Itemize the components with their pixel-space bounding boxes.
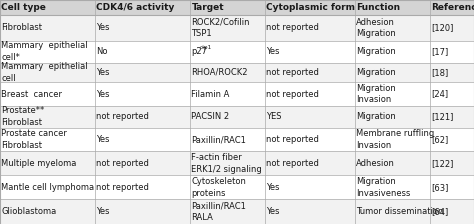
Text: Prostate**
Fibroblast: Prostate** Fibroblast	[1, 106, 45, 127]
Text: Target: Target	[191, 3, 224, 12]
Text: Multiple myeloma: Multiple myeloma	[1, 159, 77, 168]
Text: CDK4/6 activity: CDK4/6 activity	[96, 3, 175, 12]
Text: Reference: Reference	[431, 3, 474, 12]
Bar	[0, 199, 474, 224]
Text: Mantle cell lymphoma: Mantle cell lymphoma	[1, 183, 94, 192]
Text: not reported: not reported	[96, 159, 149, 168]
Text: Adhesion: Adhesion	[356, 159, 395, 168]
Text: No: No	[96, 47, 108, 56]
Text: Yes: Yes	[96, 207, 110, 216]
Bar	[0, 41, 474, 63]
Text: not reported: not reported	[266, 90, 319, 99]
Text: Cytoplasmic form: Cytoplasmic form	[266, 3, 356, 12]
Text: Yes: Yes	[266, 207, 280, 216]
Text: not reported: not reported	[266, 135, 319, 144]
Text: [62]: [62]	[431, 135, 449, 144]
Text: Migration: Migration	[356, 68, 396, 77]
Text: Migration: Migration	[356, 112, 396, 121]
Text: Mammary  epithelial
cell*: Mammary epithelial cell*	[1, 41, 88, 62]
Text: Function: Function	[356, 3, 401, 12]
Bar	[0, 175, 474, 199]
Bar	[0, 128, 474, 151]
Text: ROCK2/Cofilin
TSP1: ROCK2/Cofilin TSP1	[191, 18, 250, 38]
Text: Cytoskeleton
proteins: Cytoskeleton proteins	[191, 177, 246, 198]
Text: Membrane ruffling
Invasion: Membrane ruffling Invasion	[356, 129, 435, 150]
Text: Cell type: Cell type	[1, 3, 46, 12]
Bar	[0, 151, 474, 175]
Text: [18]: [18]	[431, 68, 449, 77]
Text: [17]: [17]	[431, 47, 449, 56]
Text: [63]: [63]	[431, 183, 449, 192]
Bar	[0, 0, 474, 15]
Bar	[0, 63, 474, 82]
Text: Paxillin/RAC1
RALA: Paxillin/RAC1 RALA	[191, 201, 246, 222]
Text: Glioblastoma: Glioblastoma	[1, 207, 57, 216]
Text: Adhesion
Migration: Adhesion Migration	[356, 18, 396, 38]
Text: Filamin A: Filamin A	[191, 90, 230, 99]
Bar	[0, 15, 474, 41]
Text: [120]: [120]	[431, 24, 454, 32]
Text: Migration: Migration	[356, 47, 396, 56]
Text: Yes: Yes	[96, 24, 110, 32]
Text: PACSIN 2: PACSIN 2	[191, 112, 229, 121]
Text: p27: p27	[191, 47, 208, 56]
Text: [121]: [121]	[431, 112, 454, 121]
Text: not reported: not reported	[266, 159, 319, 168]
Text: Migration
Invasiveness: Migration Invasiveness	[356, 177, 411, 198]
Text: Yes: Yes	[96, 135, 110, 144]
Text: RHOA/ROCK2: RHOA/ROCK2	[191, 68, 248, 77]
Text: cip1: cip1	[200, 45, 212, 50]
Text: not reported: not reported	[266, 24, 319, 32]
Text: not reported: not reported	[96, 183, 149, 192]
Text: not reported: not reported	[96, 112, 149, 121]
Text: Tumor dissemination: Tumor dissemination	[356, 207, 444, 216]
Text: F-actin fiber
ERK1/2 signaling: F-actin fiber ERK1/2 signaling	[191, 153, 262, 174]
Bar	[0, 106, 474, 128]
Text: Yes: Yes	[96, 68, 110, 77]
Text: Paxillin/RAC1: Paxillin/RAC1	[191, 135, 246, 144]
Text: [24]: [24]	[431, 90, 448, 99]
Text: YES: YES	[266, 112, 282, 121]
Text: [64]: [64]	[431, 207, 449, 216]
Text: Migration
Invasion: Migration Invasion	[356, 84, 396, 104]
Text: Yes: Yes	[266, 183, 280, 192]
Bar	[0, 82, 474, 106]
Text: Prostate cancer
Fibroblast: Prostate cancer Fibroblast	[1, 129, 67, 150]
Text: Mammary  epithelial
cell: Mammary epithelial cell	[1, 62, 88, 83]
Text: Yes: Yes	[266, 47, 280, 56]
Text: Fibroblast: Fibroblast	[1, 24, 42, 32]
Text: [122]: [122]	[431, 159, 454, 168]
Text: not reported: not reported	[266, 68, 319, 77]
Text: Breast  cancer: Breast cancer	[1, 90, 63, 99]
Text: Yes: Yes	[96, 90, 110, 99]
